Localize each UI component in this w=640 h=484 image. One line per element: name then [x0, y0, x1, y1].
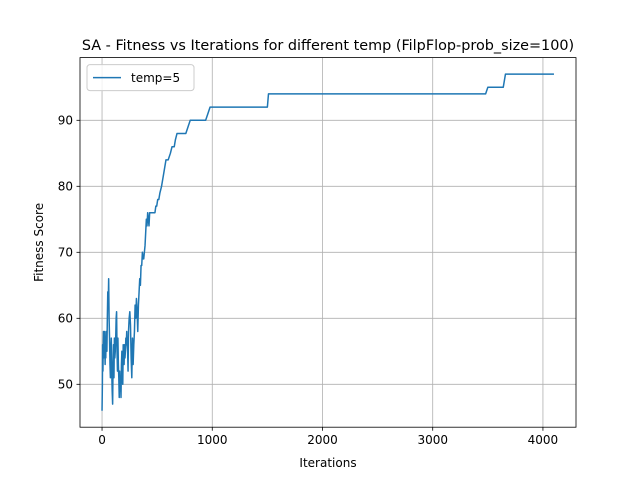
y-tick-label: 80 [58, 180, 73, 194]
y-tick-label: 50 [58, 378, 73, 392]
x-tick-label: 0 [98, 433, 106, 447]
x-tick-label: 3000 [417, 433, 448, 447]
y-tick-label: 70 [58, 246, 73, 260]
plot-area [101, 73, 554, 411]
y-tick-label: 90 [58, 114, 73, 128]
y-tick-label: 60 [58, 312, 73, 326]
legend-label-temp-5: temp=5 [131, 71, 180, 85]
x-axis-ticks: 0 1000 2000 3000 4000 [98, 427, 558, 447]
x-tick-label: 1000 [197, 433, 228, 447]
axes-frame [79, 57, 577, 428]
y-axis-label: Fitness Score [32, 203, 46, 282]
x-axis-label: Iterations [299, 456, 356, 470]
x-tick-label: 2000 [307, 433, 338, 447]
legend-box [86, 64, 195, 92]
series-line-temp-5 [101, 73, 554, 411]
chart-title: SA - Fitness vs Iterations for different… [82, 38, 574, 54]
legend: temp=5 [86, 64, 195, 92]
grid [80, 57, 576, 428]
x-tick-label: 4000 [528, 433, 559, 447]
y-axis-ticks: 50 60 70 80 90 [58, 114, 80, 392]
